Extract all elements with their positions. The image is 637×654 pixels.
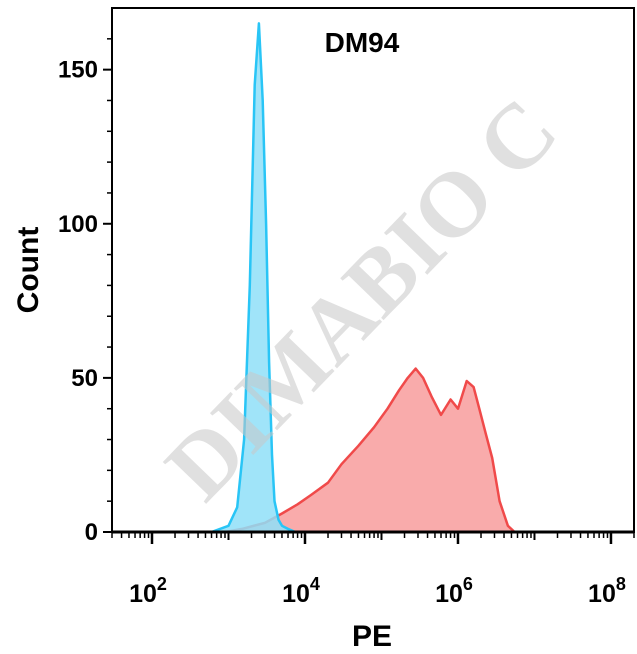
y-tick-label-2: 100	[58, 211, 98, 238]
x-tick-label-3: 108	[588, 574, 626, 608]
y-tick-label-1: 50	[71, 365, 98, 392]
x-axis-title: PE	[352, 620, 392, 653]
x-tick-label-2: 106	[435, 574, 473, 608]
series-1-line	[112, 367, 634, 534]
series-1-area	[112, 368, 634, 532]
y-tick-label-3: 150	[58, 57, 98, 84]
axes-layer: 0 50 100 150 102 104 106 108	[58, 7, 635, 608]
chart-title: DM94	[325, 27, 400, 58]
x-tick-label-0: 102	[129, 574, 167, 608]
y-axis-title: Count	[12, 227, 45, 314]
x-tick-label-1: 104	[282, 574, 320, 608]
y-tick-label-0: 0	[85, 519, 98, 546]
